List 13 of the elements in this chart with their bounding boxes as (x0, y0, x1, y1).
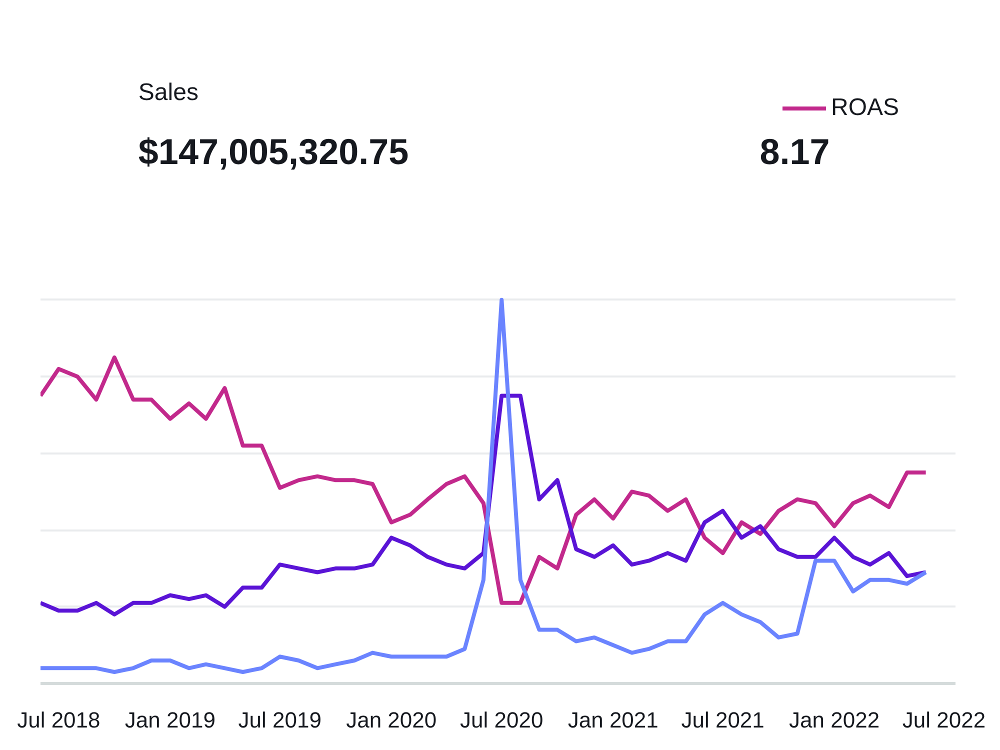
text: Sales (138, 79, 198, 106)
x-tick-label: Jan 2019 (124, 708, 216, 732)
x-tick-label: Jul 2020 (460, 708, 544, 732)
x-tick-label: Jan 2021 (568, 708, 658, 732)
x-tick-label: Jan 2020 (346, 708, 437, 732)
x-tick-label: Jul 2021 (681, 708, 764, 732)
x-tick-label: Jan 2022 (789, 708, 880, 732)
x-tick-label: Jul 2022 (902, 708, 986, 732)
x-tick-label: Jul 2018 (17, 708, 100, 732)
text: $147,005,320.75 (138, 130, 409, 172)
text: 8.17 (760, 130, 830, 172)
legend-label: ROAS (831, 94, 900, 122)
x-tick-label: Jul 2019 (238, 708, 322, 732)
